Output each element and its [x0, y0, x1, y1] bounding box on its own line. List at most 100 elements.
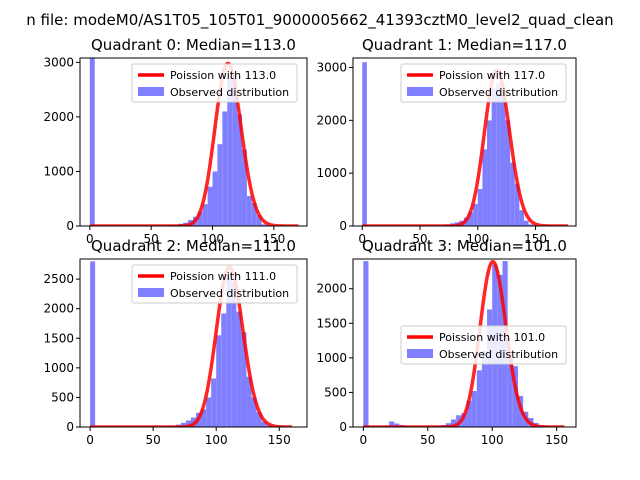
legend-hist-swatch — [138, 87, 164, 96]
histogram-bar — [510, 162, 515, 226]
quadrant-3-panel: Quadrant 3: Median=101.00 50 100 1500500100… — [316, 237, 577, 447]
histogram-bar — [216, 335, 222, 427]
x-tick-label: 100 — [201, 232, 224, 246]
quadrant-1-axes-frame — [352, 57, 577, 227]
quadrant-2-legend: Poission with 111.0 Observed distribution — [131, 264, 298, 304]
legend-entry-observed: Observed distribution — [439, 86, 558, 99]
histogram-bar — [241, 149, 247, 226]
x-tick-label: 0 — [86, 232, 94, 246]
legend-entry-poisson: Poission with 113.0 — [170, 69, 276, 82]
histogram-bar — [89, 58, 95, 226]
histogram-bar — [227, 76, 233, 226]
y-tick-label: 0 — [66, 420, 74, 434]
y-tick-label: 1000 — [43, 361, 74, 375]
histogram-bar — [363, 261, 369, 427]
histogram-bar — [477, 189, 483, 226]
legend-entry-observed: Observed distribution — [170, 86, 289, 99]
y-tick-label: 0 — [66, 219, 74, 233]
histogram-bar — [256, 412, 262, 427]
x-tick-label: 50 — [412, 232, 427, 246]
histogram-bar — [496, 83, 501, 226]
histogram-bar — [476, 370, 482, 427]
quadrant-2-axes-frame — [79, 258, 308, 428]
histogram-bar — [246, 376, 252, 427]
x-tick-label: 50 — [146, 433, 161, 447]
histogram-bar — [185, 420, 191, 427]
x-tick-label: 100 — [205, 433, 228, 447]
quadrant-0-panel: Quadrant 0: Median=113.0 0 50 100 150 0 1000 20… — [43, 36, 308, 246]
quadrant-3-axes-frame — [352, 258, 577, 428]
legend-entry-poisson: Poission with 101.0 — [439, 331, 545, 344]
quadrant-0-legend: Poission with 113.0 Observed distribution — [131, 63, 298, 103]
legend-hist-swatch — [138, 288, 164, 297]
quadrant-3-title: Quadrant 3: Median=101.0 — [362, 237, 567, 255]
histogram-bar — [237, 114, 242, 226]
histogram-bar — [491, 88, 497, 226]
histogram-bar — [211, 378, 217, 427]
histogram-bar — [207, 186, 213, 226]
x-tick-label: 100 — [481, 433, 504, 447]
histogram-bar — [90, 261, 96, 427]
x-tick-label: 0 — [359, 433, 367, 447]
histogram-bar — [246, 196, 252, 226]
y-tick-label: 2500 — [43, 272, 74, 286]
y-tick-label: 1000 — [316, 351, 347, 365]
legend-hist-swatch — [407, 87, 433, 96]
histogram-bar — [450, 419, 457, 427]
x-tick-label: 150 — [262, 232, 285, 246]
histogram-bar — [197, 211, 203, 226]
histogram-bar — [505, 120, 511, 226]
histogram-bar — [468, 212, 474, 226]
legend-entry-observed: Observed distribution — [439, 348, 558, 361]
legend-box — [400, 63, 567, 103]
y-tick-label: 1500 — [43, 331, 74, 345]
histogram-bar — [256, 215, 262, 226]
y-tick-label: 500 — [51, 390, 74, 404]
histogram-bar — [206, 397, 212, 427]
histogram-bar — [389, 421, 395, 427]
legend-entry-poisson: Poission with 111.0 — [170, 270, 276, 283]
histogram-bar — [201, 409, 207, 427]
histogram-bar — [231, 282, 237, 427]
histogram-bar — [226, 276, 232, 427]
histogram-bar — [461, 413, 467, 427]
legend-box — [131, 63, 298, 103]
x-tick-label: 100 — [466, 232, 489, 246]
histogram-bar — [217, 144, 223, 226]
histogram-bar — [202, 204, 208, 226]
quadrant-1-panel: Quadrant 1: Median=117.0 0 50 100 150 0 1000 20… — [316, 36, 577, 246]
histogram-bar — [528, 224, 534, 226]
histogram-bar — [500, 93, 506, 226]
x-tick-label: 50 — [420, 433, 435, 447]
histogram-bar — [251, 203, 257, 226]
y-tick-label: 2000 — [43, 110, 74, 124]
quadrant-0-axes-frame — [79, 57, 308, 227]
legend-box — [131, 264, 298, 304]
histogram-bar — [471, 391, 477, 427]
x-tick-label: 150 — [268, 433, 291, 447]
quadrant-2-title: Quadrant 2: Median=111.0 — [91, 237, 296, 255]
x-tick-label: 0 — [86, 433, 94, 447]
y-tick-label: 3000 — [316, 61, 347, 75]
y-tick-label: 1000 — [316, 166, 347, 180]
y-tick-label: 1500 — [316, 316, 347, 330]
legend-entry-observed: Observed distribution — [170, 287, 289, 300]
y-tick-label: 3000 — [43, 55, 74, 69]
histogram-bar — [487, 309, 493, 427]
y-tick-label: 1000 — [43, 164, 74, 178]
histogram-bar — [473, 203, 478, 226]
figure-suptitle: n file: modeM0/AS1T05_105T01_9000005662_… — [26, 11, 613, 30]
histogram-bar — [232, 73, 238, 226]
quadrant-2-panel: Quadrant 2: Median=111.00 50 100 1500500100… — [43, 237, 308, 447]
y-tick-label: 0 — [339, 420, 347, 434]
histogram-bar — [482, 149, 488, 226]
histogram-bar — [222, 111, 228, 226]
histogram-bar — [221, 313, 227, 427]
poisson-curve — [362, 260, 565, 427]
x-tick-label: 50 — [144, 232, 159, 246]
x-tick-label: 0 — [358, 232, 366, 246]
histogram-bar — [241, 332, 247, 427]
histogram-bar — [466, 400, 472, 427]
poisson-curve — [89, 61, 299, 226]
